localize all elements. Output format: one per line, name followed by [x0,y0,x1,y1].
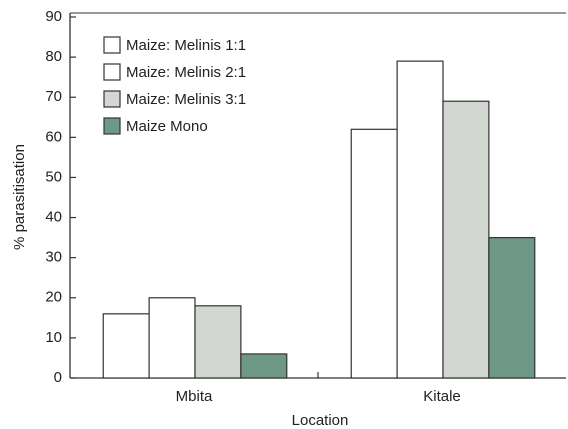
legend-swatch [103,90,121,108]
bar [240,353,288,379]
y-tick-label: 40 [45,209,62,226]
y-tick-label: 50 [45,168,62,185]
legend-label: Maize: Melinis 3:1 [126,91,246,108]
bar [396,60,444,379]
bar [488,237,536,379]
bar [102,313,150,379]
bar [148,297,196,379]
y-axis-label: % parasitisation [11,144,28,250]
bar [442,100,490,379]
legend-swatch [103,36,121,54]
x-axis-label: Location [292,412,349,429]
y-tick-label: 30 [45,249,62,266]
y-tick-label: 20 [45,289,62,306]
y-tick-label: 70 [45,88,62,105]
y-tick-label: 90 [45,8,62,25]
y-tick-label: 10 [45,329,62,346]
legend-label: Maize Mono [126,118,208,135]
bar [350,128,398,379]
x-tick-label: Kitale [423,388,461,405]
legend-swatch [103,117,121,135]
legend-label: Maize: Melinis 2:1 [126,64,246,81]
y-tick-label: 60 [45,128,62,145]
y-tick-label: 0 [54,369,62,386]
legend-label: Maize: Melinis 1:1 [126,37,246,54]
bar [194,305,242,379]
legend-swatch [103,63,121,81]
x-tick-label: Mbita [176,388,213,405]
y-tick-label: 80 [45,48,62,65]
